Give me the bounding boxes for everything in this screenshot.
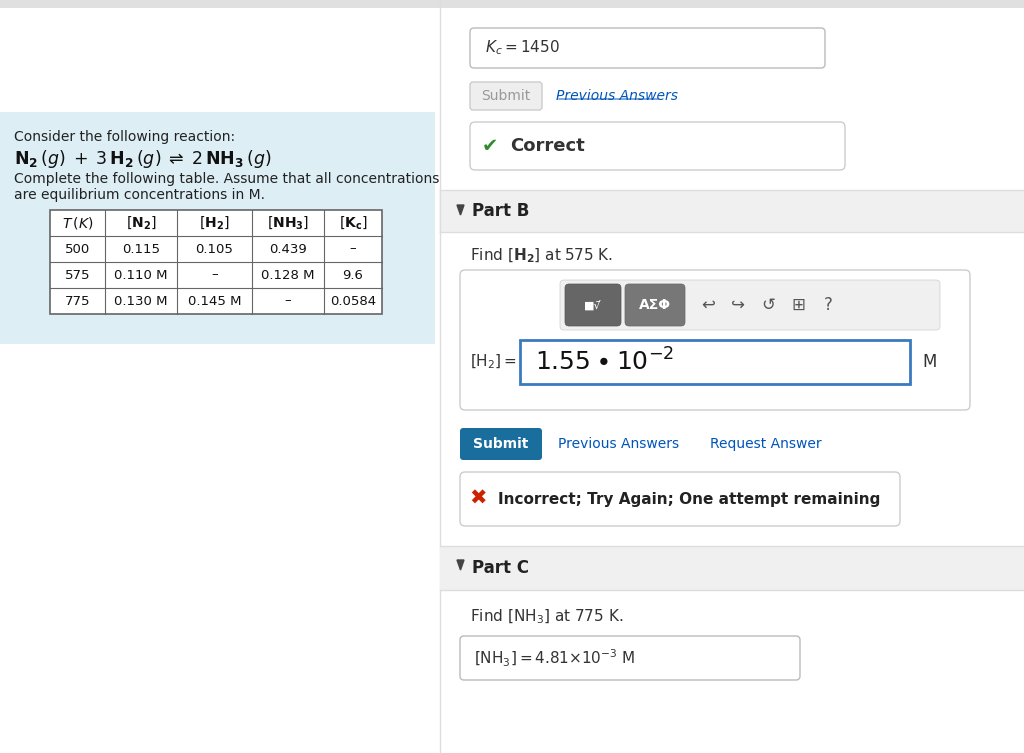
FancyBboxPatch shape xyxy=(460,636,800,680)
Text: –: – xyxy=(349,242,356,255)
Text: are equilibrium concentrations in M.: are equilibrium concentrations in M. xyxy=(14,188,265,202)
Text: $1.55 \bullet 10^{-2}$: $1.55 \bullet 10^{-2}$ xyxy=(535,349,674,376)
Text: 0.110 M: 0.110 M xyxy=(115,269,168,282)
Bar xyxy=(520,340,910,384)
Text: ↩: ↩ xyxy=(701,296,715,314)
Text: 500: 500 xyxy=(65,242,90,255)
Text: Previous Answers: Previous Answers xyxy=(556,89,678,103)
Text: $[\mathbf{K_c}]$: $[\mathbf{K_c}]$ xyxy=(339,215,368,231)
Text: 9.6: 9.6 xyxy=(343,269,364,282)
Text: Submit: Submit xyxy=(473,437,528,451)
Text: ✖: ✖ xyxy=(469,489,486,509)
Text: Submit: Submit xyxy=(481,89,530,103)
Text: –: – xyxy=(211,269,218,282)
Text: ⊞: ⊞ xyxy=(792,296,805,314)
Text: ΑΣΦ: ΑΣΦ xyxy=(639,298,671,312)
FancyBboxPatch shape xyxy=(565,284,621,326)
Text: Part C: Part C xyxy=(472,559,529,577)
Text: ↪: ↪ xyxy=(731,296,744,314)
FancyBboxPatch shape xyxy=(560,280,940,330)
Text: 0.115: 0.115 xyxy=(122,242,160,255)
Text: Complete the following table. Assume that all concentrations: Complete the following table. Assume tha… xyxy=(14,172,439,186)
Bar xyxy=(0,112,435,344)
Polygon shape xyxy=(457,205,464,215)
Polygon shape xyxy=(457,560,464,570)
Bar xyxy=(440,190,1024,232)
Text: 0.0584: 0.0584 xyxy=(330,294,376,307)
Text: 0.128 M: 0.128 M xyxy=(261,269,314,282)
Text: $[\mathbf{H_2}]$: $[\mathbf{H_2}]$ xyxy=(200,215,229,231)
Text: $[\mathbf{N_2}]$: $[\mathbf{N_2}]$ xyxy=(126,215,157,231)
Text: ✔: ✔ xyxy=(482,136,499,156)
Text: Request Answer: Request Answer xyxy=(710,437,821,451)
Text: –: – xyxy=(285,294,291,307)
Bar xyxy=(440,546,1024,590)
Text: 0.439: 0.439 xyxy=(269,242,307,255)
Text: $[\mathbf{NH_3}]$: $[\mathbf{NH_3}]$ xyxy=(267,215,309,231)
Text: Find $[\mathrm{NH_3}]$ at 775 K.: Find $[\mathrm{NH_3}]$ at 775 K. xyxy=(470,608,624,626)
Text: 575: 575 xyxy=(65,269,90,282)
Text: $\mathit{K}_c = 1450$: $\mathit{K}_c = 1450$ xyxy=(485,38,560,57)
Text: $[\mathrm{NH_3}] = 4.81{\times}10^{-3}$ M: $[\mathrm{NH_3}] = 4.81{\times}10^{-3}$ … xyxy=(474,648,636,669)
Bar xyxy=(0,0,1024,8)
Text: 0.130 M: 0.130 M xyxy=(115,294,168,307)
Text: ?: ? xyxy=(823,296,833,314)
Text: Incorrect; Try Again; One attempt remaining: Incorrect; Try Again; One attempt remain… xyxy=(498,492,881,507)
FancyBboxPatch shape xyxy=(460,270,970,410)
Text: $\mathbf{N_2}\,(g)\;+\;3\,\mathbf{H_2}\,(g)\;\rightleftharpoons\;2\,\mathbf{NH_3: $\mathbf{N_2}\,(g)\;+\;3\,\mathbf{H_2}\,… xyxy=(14,148,271,170)
Text: Part B: Part B xyxy=(472,202,529,220)
Text: ↺: ↺ xyxy=(761,296,775,314)
Text: Consider the following reaction:: Consider the following reaction: xyxy=(14,130,236,144)
Text: 0.145 M: 0.145 M xyxy=(187,294,242,307)
FancyBboxPatch shape xyxy=(460,428,542,460)
Text: 775: 775 xyxy=(65,294,90,307)
FancyBboxPatch shape xyxy=(470,122,845,170)
Text: Correct: Correct xyxy=(510,137,585,155)
Text: 0.105: 0.105 xyxy=(196,242,233,255)
Text: Previous Answers: Previous Answers xyxy=(558,437,679,451)
Text: $[\mathrm{H_2}] =$: $[\mathrm{H_2}] =$ xyxy=(470,353,517,371)
FancyBboxPatch shape xyxy=(470,28,825,68)
FancyBboxPatch shape xyxy=(470,82,542,110)
Text: M: M xyxy=(922,353,936,371)
FancyBboxPatch shape xyxy=(460,472,900,526)
FancyBboxPatch shape xyxy=(625,284,685,326)
Text: Find $[\mathbf{H_2}]$ at 575 K.: Find $[\mathbf{H_2}]$ at 575 K. xyxy=(470,247,613,265)
Text: ■√̄: ■√̄ xyxy=(584,300,602,310)
Bar xyxy=(50,210,382,314)
Text: $T\,(K)$: $T\,(K)$ xyxy=(61,215,93,231)
